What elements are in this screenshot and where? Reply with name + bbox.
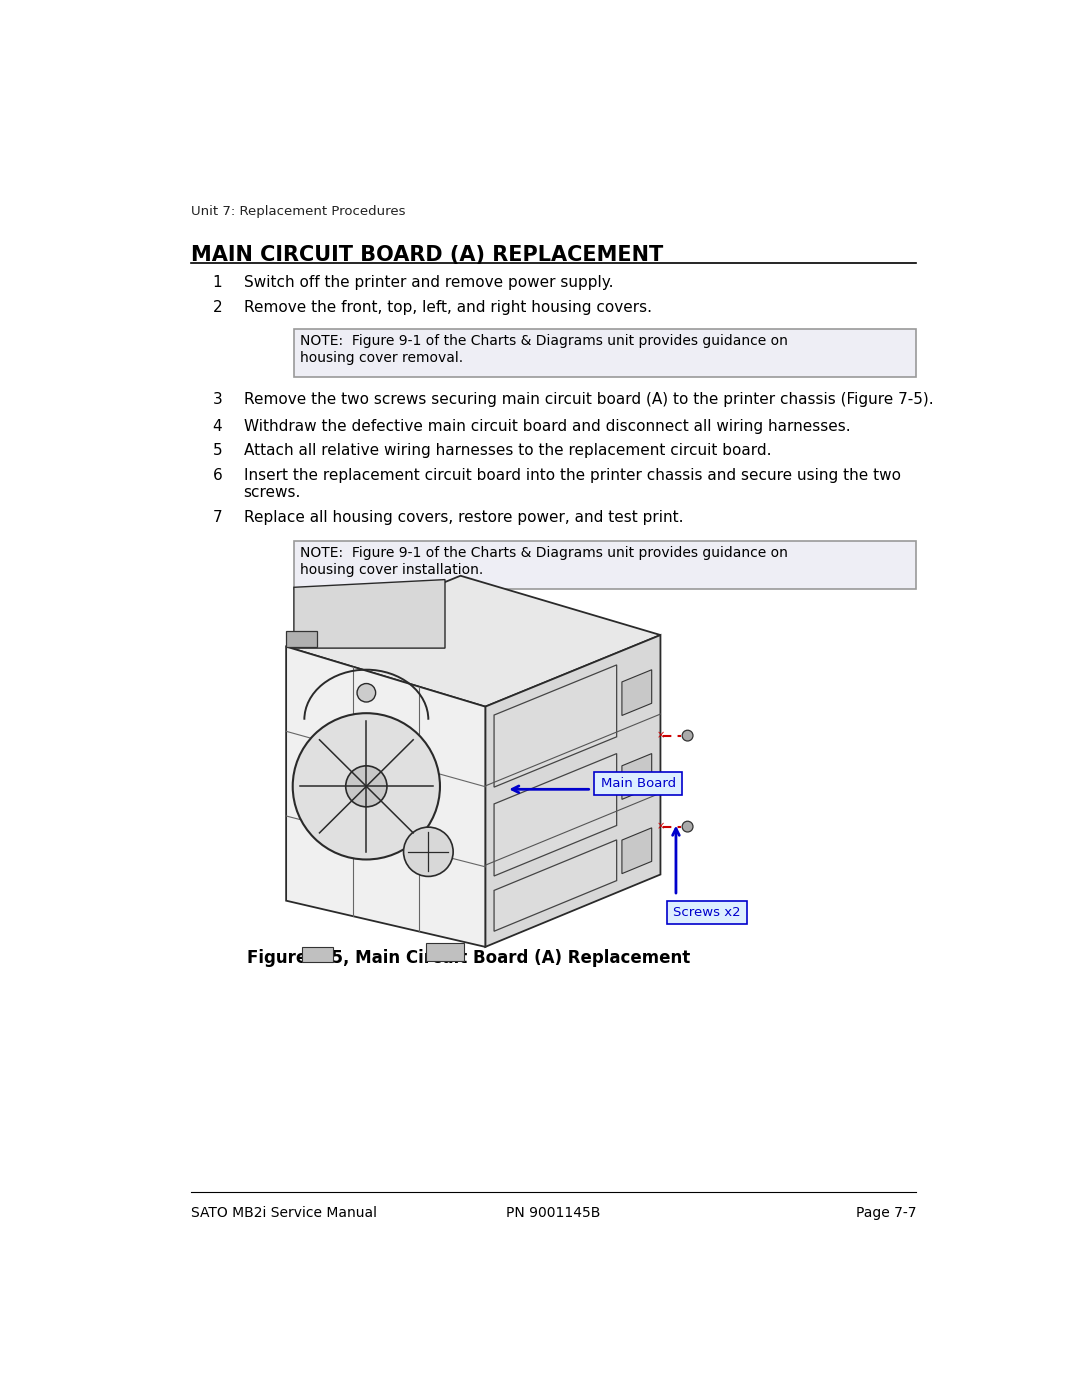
Polygon shape [494,753,617,876]
Polygon shape [426,943,464,961]
Text: NOTE:  Figure 9-1 of the Charts & Diagrams unit provides guidance on: NOTE: Figure 9-1 of the Charts & Diagram… [300,546,788,560]
Text: Insert the replacement circuit board into the printer chassis and secure using t: Insert the replacement circuit board int… [243,468,901,483]
Polygon shape [494,665,617,787]
Text: Main Board: Main Board [600,777,676,791]
Text: Figure 7-5, Main Circuit Board (A) Replacement: Figure 7-5, Main Circuit Board (A) Repla… [246,949,690,967]
Polygon shape [494,840,617,932]
Circle shape [357,683,376,703]
Text: Attach all relative wiring harnesses to the replacement circuit board.: Attach all relative wiring harnesses to … [243,443,771,458]
Text: Replace all housing covers, restore power, and test print.: Replace all housing covers, restore powe… [243,510,683,525]
Text: housing cover installation.: housing cover installation. [300,563,484,577]
Polygon shape [622,669,651,715]
Text: MAIN CIRCUIT BOARD (A) REPLACEMENT: MAIN CIRCUIT BOARD (A) REPLACEMENT [191,244,663,264]
Circle shape [683,821,693,833]
Text: ×: × [657,731,664,740]
Text: 4: 4 [213,419,222,433]
Text: 3: 3 [213,393,222,408]
Text: Unit 7: Replacement Procedures: Unit 7: Replacement Procedures [191,204,405,218]
Text: Withdraw the defective main circuit board and disconnect all wiring harnesses.: Withdraw the defective main circuit boar… [243,419,850,433]
Polygon shape [294,580,445,648]
Text: Screws x2: Screws x2 [673,905,741,919]
Text: housing cover removal.: housing cover removal. [300,351,463,365]
Circle shape [404,827,454,876]
Polygon shape [485,636,661,947]
Text: 2: 2 [213,300,222,316]
Polygon shape [286,631,318,647]
Polygon shape [301,947,333,963]
Text: Remove the front, top, left, and right housing covers.: Remove the front, top, left, and right h… [243,300,651,316]
Text: 5: 5 [213,443,222,458]
Circle shape [683,731,693,740]
Text: NOTE:  Figure 9-1 of the Charts & Diagrams unit provides guidance on: NOTE: Figure 9-1 of the Charts & Diagram… [300,334,788,348]
Polygon shape [622,753,651,799]
Circle shape [346,766,387,807]
FancyBboxPatch shape [594,773,683,795]
Text: 6: 6 [213,468,222,483]
Text: Page 7-7: Page 7-7 [855,1206,916,1220]
Text: PN 9001145B: PN 9001145B [507,1206,600,1220]
Text: screws.: screws. [243,485,301,500]
Polygon shape [286,647,485,947]
FancyBboxPatch shape [294,541,916,588]
Polygon shape [622,828,651,873]
FancyBboxPatch shape [666,901,747,923]
Text: 1: 1 [213,275,222,291]
Polygon shape [286,576,661,707]
FancyBboxPatch shape [294,330,916,377]
Text: Switch off the printer and remove power supply.: Switch off the printer and remove power … [243,275,613,291]
Text: 7: 7 [213,510,222,525]
Text: Remove the two screws securing main circuit board (A) to the printer chassis (Fi: Remove the two screws securing main circ… [243,393,933,408]
Text: ×: × [657,821,664,831]
Text: SATO MB2i Service Manual: SATO MB2i Service Manual [191,1206,377,1220]
Circle shape [293,714,440,859]
